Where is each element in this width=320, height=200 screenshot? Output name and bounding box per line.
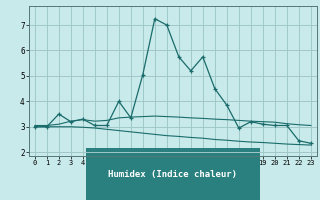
X-axis label: Humidex (Indice chaleur): Humidex (Indice chaleur) bbox=[108, 170, 237, 179]
